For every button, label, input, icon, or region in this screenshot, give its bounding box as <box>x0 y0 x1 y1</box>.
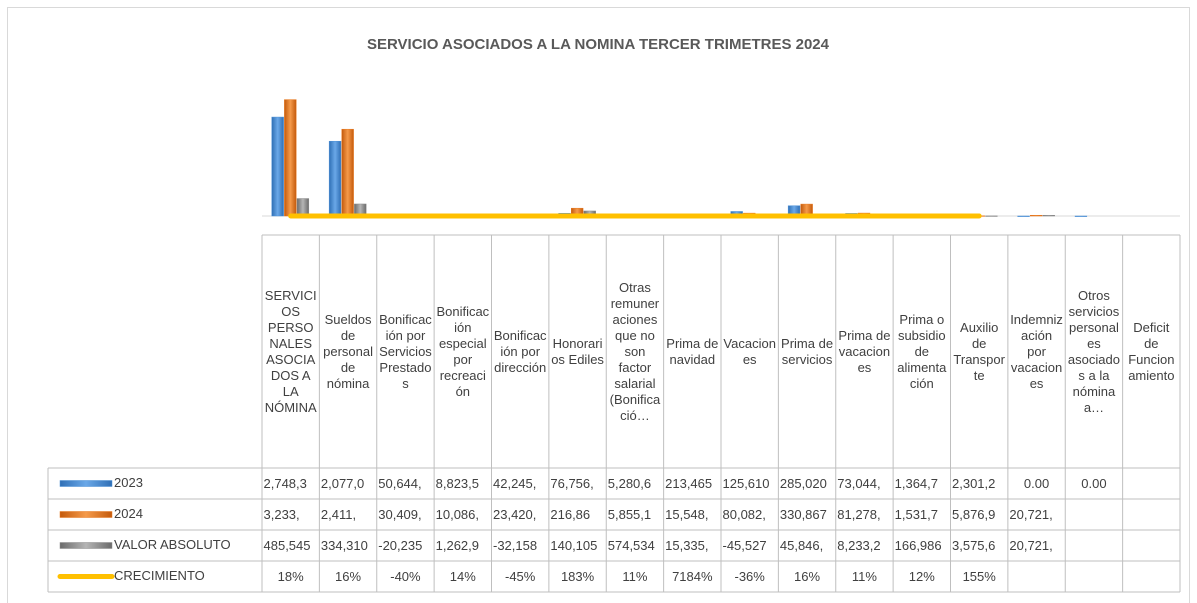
category-label: Prima o subsidio de alimentación <box>897 311 947 391</box>
data-label: 166,986 <box>894 537 942 553</box>
bar <box>1017 215 1030 217</box>
legend-key <box>59 480 113 487</box>
data-label: -36% <box>734 568 765 584</box>
category-label: Bonificación por dirección <box>493 327 547 375</box>
legend-label: 2023 <box>114 475 143 490</box>
data-label: 183% <box>560 568 595 584</box>
category-label: Bonificación especial por recreación <box>436 303 490 399</box>
data-label: 5,876,9 <box>952 506 996 522</box>
data-label: 8,823,5 <box>435 475 479 491</box>
data-label: 11% <box>851 568 877 584</box>
data-label: 1,262,9 <box>435 537 479 553</box>
data-label: 140,105 <box>550 537 598 553</box>
data-label: 485,545 <box>263 537 311 553</box>
data-label: 330,867 <box>779 506 827 522</box>
category-label: Otras remuneraciones que no son factor s… <box>609 279 661 423</box>
data-label: 10,086, <box>435 506 479 522</box>
data-label: 2,748,3 <box>263 475 307 491</box>
data-label: 76,756, <box>550 475 594 491</box>
data-label: 1,364,7 <box>894 475 938 491</box>
bar <box>341 128 354 217</box>
data-label: 2,411, <box>320 506 357 522</box>
data-label: 12% <box>908 568 935 584</box>
data-label: 2,301,2 <box>952 475 996 491</box>
category-label: Prima de navidad <box>666 335 719 367</box>
data-label: 15,548, <box>665 506 709 522</box>
data-label: 285,020 <box>779 475 827 491</box>
legend-label: VALOR ABSOLUTO <box>114 537 231 552</box>
data-label: 20,721, <box>1009 506 1053 522</box>
data-label: -20,235 <box>378 537 423 553</box>
bar <box>328 140 342 217</box>
data-label: 50,644, <box>378 475 422 491</box>
bar <box>296 198 310 217</box>
bar <box>284 99 297 217</box>
category-label: Prima de vacaciones <box>838 327 891 375</box>
legend-key <box>59 511 113 518</box>
bar <box>271 116 284 217</box>
data-label: -45,527 <box>722 537 767 553</box>
data-label: 8,233,2 <box>837 537 881 553</box>
data-label: 30,409, <box>378 506 422 522</box>
data-label: 45,846, <box>779 537 824 553</box>
category-label: Indemnización por vacaciones <box>1010 311 1063 391</box>
data-label: 0.00 <box>1081 475 1107 491</box>
data-label: 23,420, <box>493 506 537 522</box>
data-label: -32,158 <box>493 537 538 553</box>
legend-key <box>59 542 113 549</box>
category-label: Prima de servicios <box>781 335 834 367</box>
data-label: 3,233, <box>263 506 300 522</box>
data-label: 20,721, <box>1009 537 1053 553</box>
category-label: Sueldos de personal de nómina <box>323 311 373 391</box>
data-label: 16% <box>794 568 821 584</box>
data-label: 213,465 <box>665 475 713 491</box>
data-label: 42,245, <box>493 475 537 491</box>
data-label: 73,044, <box>837 475 881 491</box>
data-label: 3,575,6 <box>952 537 996 553</box>
category-label: Deficit de Funcionamiento <box>1128 319 1175 383</box>
data-label: 14% <box>449 568 476 584</box>
data-label: 80,082, <box>722 506 766 522</box>
category-label: Otros servicios personales asociados a l… <box>1067 287 1120 415</box>
data-label: 2,077,0 <box>320 475 365 491</box>
legend-label: 2024 <box>114 506 143 521</box>
bar <box>1074 215 1088 217</box>
data-label: 16% <box>335 568 362 584</box>
data-label: 18% <box>277 568 304 584</box>
data-label: 1,531,7 <box>894 506 938 522</box>
data-label: -45% <box>505 568 536 584</box>
bar <box>1042 215 1055 217</box>
bar <box>1030 215 1043 217</box>
legend-label: CRECIMIENTO <box>114 568 205 583</box>
data-label: 5,280,6 <box>607 475 652 491</box>
category-label: Auxilio de Transporte <box>953 319 1005 383</box>
category-label: SERVICIOS PERSONALES ASOCIADOS A LA NÓMI… <box>264 287 317 415</box>
data-label: 155% <box>962 568 996 584</box>
data-label: -40% <box>390 568 421 584</box>
data-label: 15,335, <box>665 537 709 553</box>
bar <box>985 215 998 217</box>
category-label: Vacaciones <box>723 335 776 367</box>
data-label: 125,610 <box>722 475 770 491</box>
chart-border <box>7 7 1190 603</box>
data-label: 81,278, <box>837 506 881 522</box>
data-label: 334,310 <box>320 537 368 553</box>
data-label: 5,855,1 <box>607 506 652 522</box>
data-label: 574,534 <box>607 537 655 553</box>
data-label: 11% <box>622 568 648 584</box>
category-label: Honorarios Ediles <box>551 335 604 367</box>
data-label: 216,86 <box>550 506 591 522</box>
data-label: 0.00 <box>1023 475 1050 491</box>
chart-title: SERVICIO ASOCIADOS A LA NOMINA TERCER TR… <box>367 36 830 53</box>
category-label: Bonificación por Servicios Prestados <box>379 311 432 391</box>
data-label: 7184% <box>672 568 713 584</box>
